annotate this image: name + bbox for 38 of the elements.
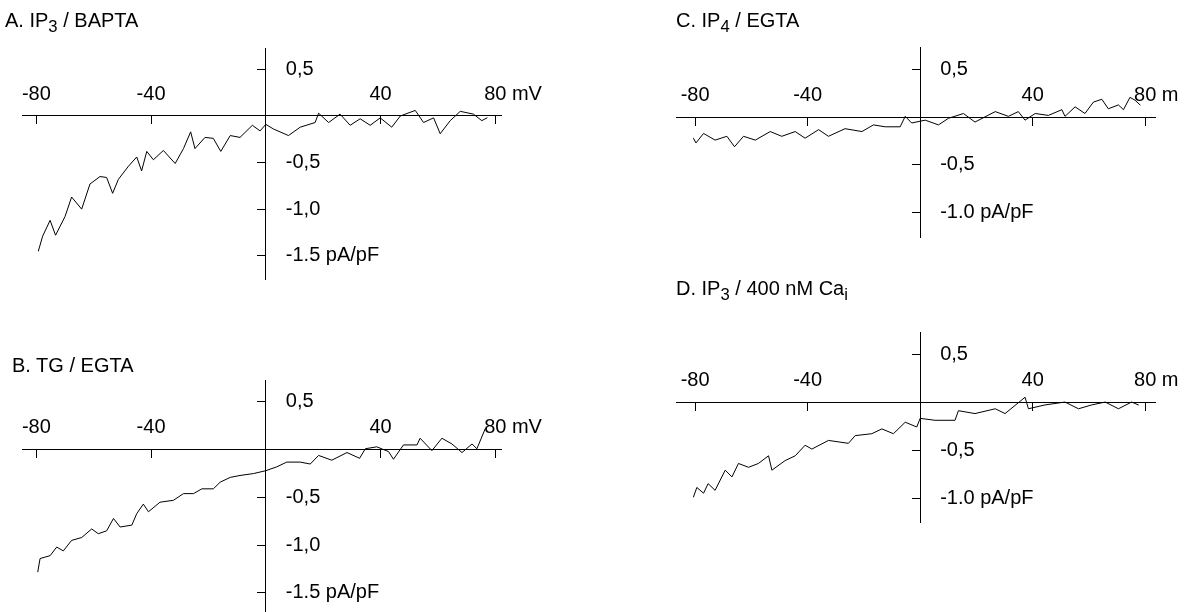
x-axis-title: m: [1161, 82, 1179, 105]
chart-title: B. TG / EGTA: [12, 354, 134, 377]
chart-title: C. IP$_{4}$ / EGTA: [676, 9, 800, 37]
x-tick-label: 40: [1021, 367, 1044, 390]
y-tick-label: -1.0 pA/pF: [940, 199, 1034, 222]
y-tick-label: -0,5: [940, 437, 975, 460]
x-tick-label: 40: [369, 81, 392, 104]
y-tick-label: 0,5: [940, 57, 968, 80]
x-tick-label: -40: [793, 82, 823, 105]
x-tick-label: -80: [680, 82, 710, 105]
y-tick-label: -1.5 pA/pF: [285, 243, 380, 266]
y-tick-label: 0,5: [940, 341, 968, 364]
x-tick-label: -40: [793, 367, 823, 390]
y-tick-label: -1,0: [285, 532, 321, 555]
x-tick-label: 40: [369, 415, 392, 438]
y-tick-label: 0,5: [285, 56, 314, 79]
x-tick-label: 80: [1134, 367, 1157, 390]
y-tick-label: -1.0 pA/pF: [940, 485, 1034, 508]
x-axis-title: mV: [511, 81, 543, 104]
x-tick-label: -40: [136, 81, 166, 104]
x-tick-label: 40: [1021, 82, 1044, 105]
x-tick-label: 80: [484, 415, 507, 438]
x-tick-label: -80: [21, 415, 51, 438]
x-tick-label: -80: [680, 367, 710, 390]
y-tick-label: 0,5: [285, 389, 314, 412]
y-tick-label: -0,5: [285, 150, 321, 173]
y-tick-label: -0,5: [940, 152, 975, 175]
y-tick-label: -0,5: [285, 484, 321, 507]
x-axis-title: m: [1161, 367, 1179, 390]
y-tick-label: -1,0: [285, 196, 321, 219]
x-tick-label: 80: [484, 81, 507, 104]
x-axis-title: mV: [511, 415, 543, 438]
x-tick-label: -40: [136, 415, 166, 438]
chart-title: D. IP$_{3}$ / 400 nM Ca$_{i}$: [676, 277, 848, 305]
y-tick-label: -1.5 pA/pF: [285, 580, 380, 603]
x-tick-label: 80: [1134, 82, 1157, 105]
x-tick-label: -80: [21, 81, 51, 104]
chart-title: A. IP$_{3}$ / BAPTA: [5, 9, 139, 37]
